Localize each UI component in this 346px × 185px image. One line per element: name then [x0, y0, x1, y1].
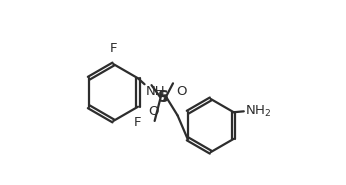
Text: F: F [134, 116, 142, 129]
Text: NH: NH [145, 85, 165, 98]
Text: O: O [176, 85, 186, 98]
Text: S: S [157, 90, 169, 105]
Text: NH$_2$: NH$_2$ [245, 104, 271, 119]
Text: O: O [148, 105, 159, 118]
Text: F: F [110, 42, 117, 55]
